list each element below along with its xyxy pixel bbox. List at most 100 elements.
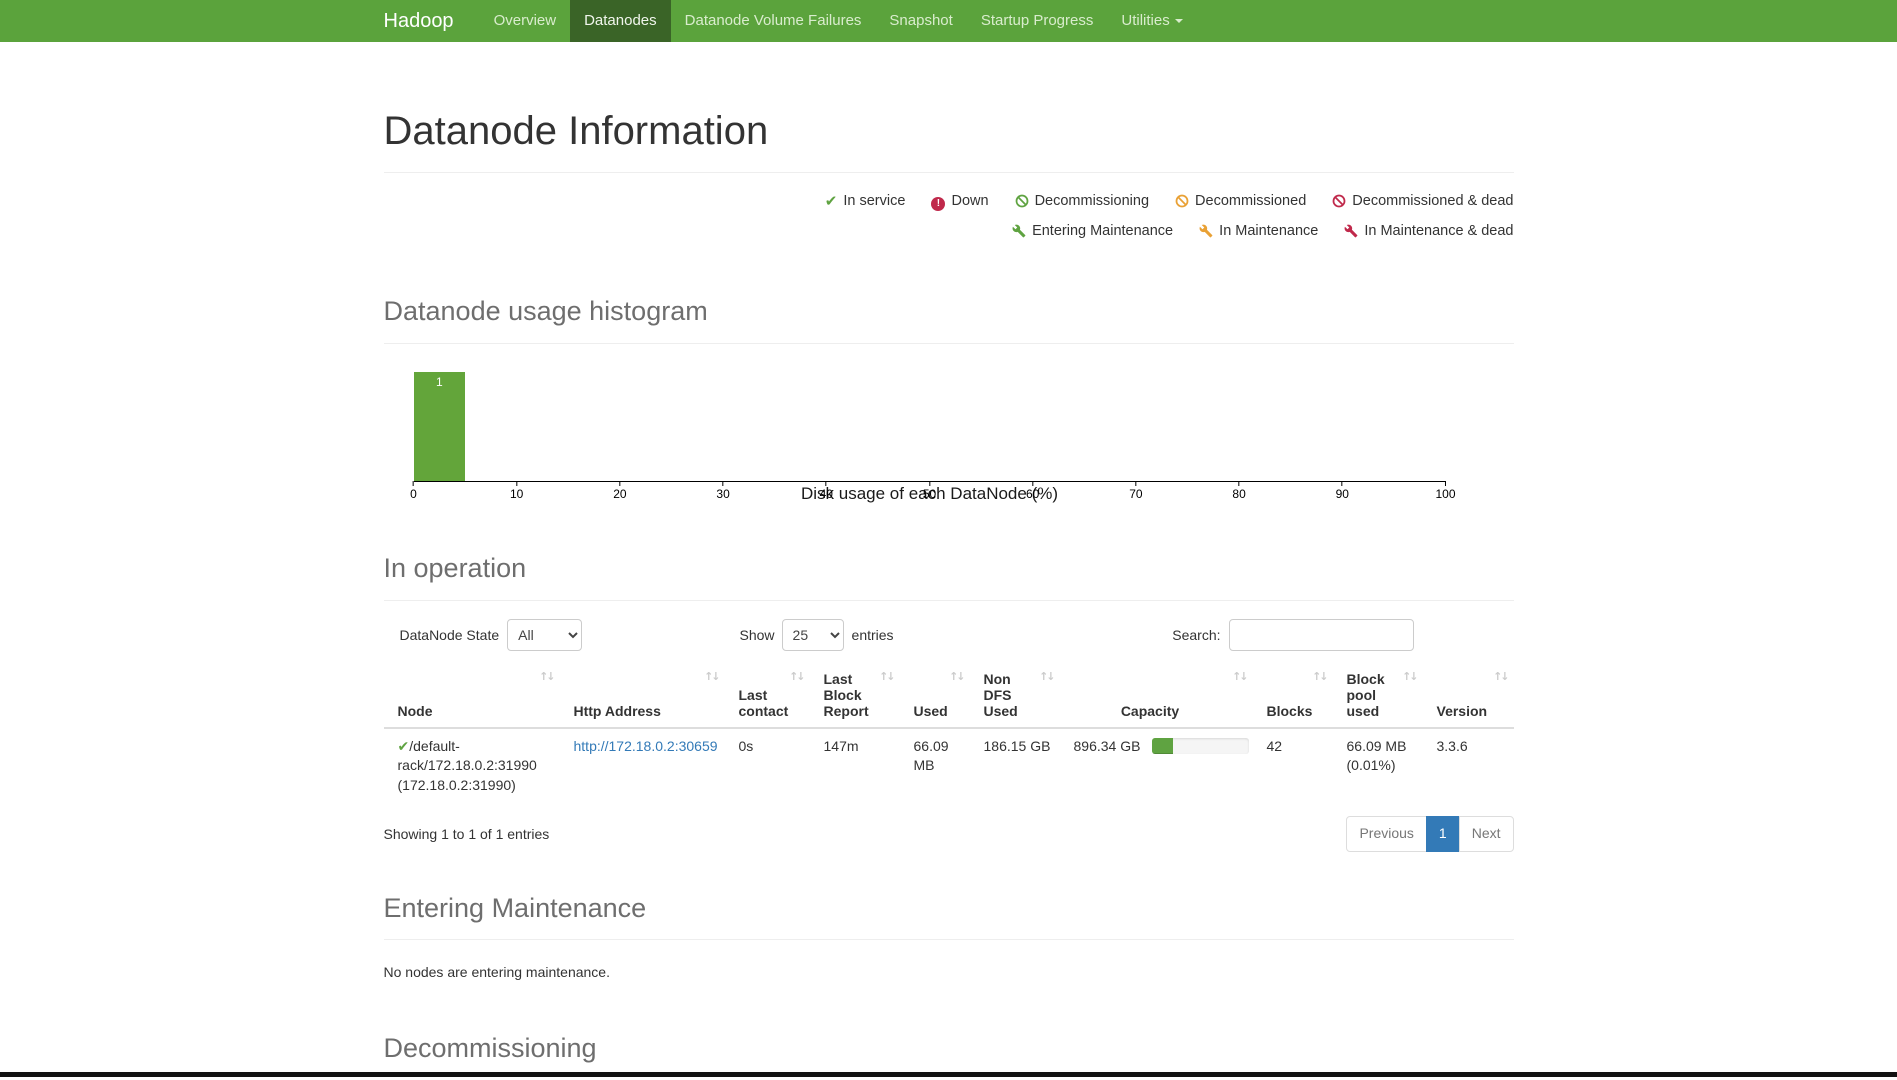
decommissioning-section-title: Decommissioning: [383, 1033, 597, 1064]
search-input[interactable]: [1228, 618, 1414, 651]
search-label: Search:: [1172, 626, 1221, 643]
nav-startup-progress[interactable]: Startup Progress: [980, 12, 1094, 29]
page-length-control: Show 25 entries: [739, 618, 894, 651]
chevron-down-icon: [1174, 19, 1183, 24]
col-header-non-dfs-used[interactable]: ↑↓ Non DFS Used: [969, 664, 1060, 729]
legend-row1-1: ! Down: [931, 193, 989, 211]
wrench-icon: [1012, 218, 1026, 247]
datanodes-table: ↑↓ Node ↑↓ Http Address ↑↓ Last contact ↑↓ L…: [383, 664, 1514, 805]
histogram-tick-100: 100: [1435, 480, 1456, 501]
datanode-usage-histogram: 0 10 20 30 40 50 60 70 80 90 100 1 Disk usage of ea…: [384, 371, 1514, 504]
sort-icon: ↑↓: [789, 669, 806, 683]
sort-icon: ↑↓: [704, 669, 721, 683]
legend-row-2: Entering Maintenance In Maintenance In M…: [384, 217, 1514, 247]
wrench-icon: [1344, 218, 1358, 247]
check-icon: ✔: [397, 737, 410, 754]
col-header-block-pool-used[interactable]: ↑↓ Block pool used: [1332, 664, 1423, 729]
cell-non-dfs-used: 186.15 GB: [983, 737, 1051, 754]
histogram-tick-20: 20: [613, 480, 627, 501]
legend-row-1: ✔ In service ! Down Decommissioning Decomm…: [384, 187, 1514, 217]
wrench-icon: [1199, 218, 1213, 247]
cell-node: ✔/default-rack/172.18.0.2:31990 (172.18.…: [397, 737, 537, 794]
sort-icon: ↑↓: [1493, 669, 1510, 683]
cell-last-contact: 0s: [738, 737, 754, 754]
brand-hadoop[interactable]: Hadoop: [383, 10, 454, 32]
entering-maintenance-empty-text: No nodes are entering maintenance.: [383, 964, 610, 981]
histogram-tick-90: 90: [1336, 480, 1349, 501]
histogram-section-title: Datanode usage histogram: [383, 295, 1514, 344]
col-header-last-block-report[interactable]: ↑↓ Last Block Report: [809, 664, 900, 729]
sort-icon: ↑↓: [879, 669, 896, 683]
exclamation-circle-icon: !: [931, 197, 946, 211]
datanode-state-select[interactable]: All: [507, 618, 583, 651]
nav-overview[interactable]: Overview: [493, 12, 557, 29]
histogram-tick-0: 0: [410, 480, 417, 501]
histogram-x-axis-label: Disk usage of each DataNode (%): [800, 483, 1059, 503]
sort-icon: ↑↓: [539, 669, 556, 683]
legend-row1-2: Decommissioning: [1015, 193, 1149, 209]
status-legend: ✔ In service ! Down Decommissioning Decomm…: [384, 187, 1514, 247]
col-header-http-address[interactable]: ↑↓ Http Address: [559, 664, 725, 729]
legend-row2-2: In Maintenance & dead: [1344, 223, 1514, 239]
show-label: Show: [739, 626, 775, 643]
page-title: Datanode Information: [383, 109, 769, 153]
col-header-node[interactable]: ↑↓ Node: [383, 664, 560, 729]
col-header-used[interactable]: ↑↓ Used: [899, 664, 970, 729]
in-operation-section-title: In operation: [383, 552, 1514, 601]
histogram-tick-50: 50: [923, 480, 936, 501]
ban-icon: [1015, 188, 1029, 217]
table-search: Search:: [1172, 618, 1414, 651]
legend-row2-0: Entering Maintenance: [1012, 223, 1173, 239]
histogram-tick-80: 80: [1232, 480, 1246, 501]
histogram-tick-70: 70: [1129, 480, 1143, 501]
histogram-tick-60: 60: [1026, 480, 1039, 501]
legend-row1-4: Decommissioned & dead: [1332, 193, 1514, 209]
nav-snapshot[interactable]: Snapshot: [889, 12, 953, 29]
sort-icon: ↑↓: [1232, 669, 1249, 683]
nav-datanode-volume-failures[interactable]: Datanode Volume Failures: [684, 12, 862, 29]
page-header: Datanode Information: [383, 104, 1514, 173]
ban-icon: [1175, 188, 1189, 217]
check-icon: ✔: [824, 193, 838, 210]
entries-label: entries: [851, 626, 894, 643]
capacity-progress-bar: [1152, 737, 1249, 754]
cell-http-address: http://172.18.0.2:30659: [560, 728, 725, 805]
entering-maintenance-section-title: Entering Maintenance: [383, 892, 1514, 941]
nav-datanodes[interactable]: Datanodes: [570, 0, 671, 42]
histogram-tick-10: 10: [510, 480, 523, 501]
col-header-last-contact[interactable]: ↑↓ Last contact: [724, 664, 810, 729]
histogram-tick-30: 30: [716, 480, 730, 501]
col-header-blocks[interactable]: ↑↓ Blocks: [1252, 664, 1333, 729]
table-info: Showing 1 to 1 of 1 entries: [383, 825, 550, 842]
top-navbar: Hadoop Overview Datanodes Datanode Volum…: [0, 0, 1897, 42]
ban-icon: [1332, 188, 1346, 217]
legend-row1-3: Decommissioned: [1175, 193, 1306, 209]
entries-length-select[interactable]: 25: [781, 618, 844, 651]
sort-icon: ↑↓: [949, 669, 966, 683]
histogram-plot: 0 10 20 30 40 50 60 70 80 90 100 1: [410, 371, 1456, 501]
http-address-link[interactable]: http://172.18.0.2:30659: [573, 737, 718, 754]
col-header-version[interactable]: ↑↓ Version: [1422, 664, 1514, 729]
pagination-page-1-button[interactable]: 1: [1425, 816, 1460, 852]
cell-used: 66.09 MB: [913, 737, 949, 774]
pagination-next-button[interactable]: Next: [1458, 816, 1514, 852]
sort-icon: ↑↓: [1402, 669, 1419, 683]
datanode-state-filter: DataNode State All: [384, 618, 740, 651]
capacity-bar-fill: [1152, 737, 1173, 754]
legend-row2-1: In Maintenance: [1199, 223, 1318, 239]
bottom-edge-strip: [0, 1072, 1897, 1077]
table-controls: DataNode State All Show 25 entries Searc…: [384, 618, 1514, 651]
pagination: Previous 1 Next: [1346, 816, 1514, 852]
histogram-bar: 1: [413, 371, 466, 481]
cell-version: 3.3.6: [1436, 737, 1468, 754]
pagination-previous-button[interactable]: Previous: [1346, 816, 1427, 852]
table-header-row: ↑↓ Node ↑↓ Http Address ↑↓ Last contact ↑↓ L…: [383, 664, 1514, 729]
table-row: ✔/default-rack/172.18.0.2:31990 (172.18.…: [384, 728, 1514, 805]
cell-capacity: 896.34 GB: [1060, 728, 1253, 805]
col-header-capacity[interactable]: ↑↓ Capacity: [1059, 664, 1253, 729]
nav-utilities-dropdown[interactable]: Utilities: [1107, 0, 1196, 42]
cell-last-block-report: 147m: [823, 737, 859, 754]
cell-block-pool-used: 66.09 MB (0.01%): [1346, 737, 1407, 774]
legend-row1-0: ✔ In service: [825, 193, 906, 210]
histogram-tick-40: 40: [820, 480, 833, 501]
